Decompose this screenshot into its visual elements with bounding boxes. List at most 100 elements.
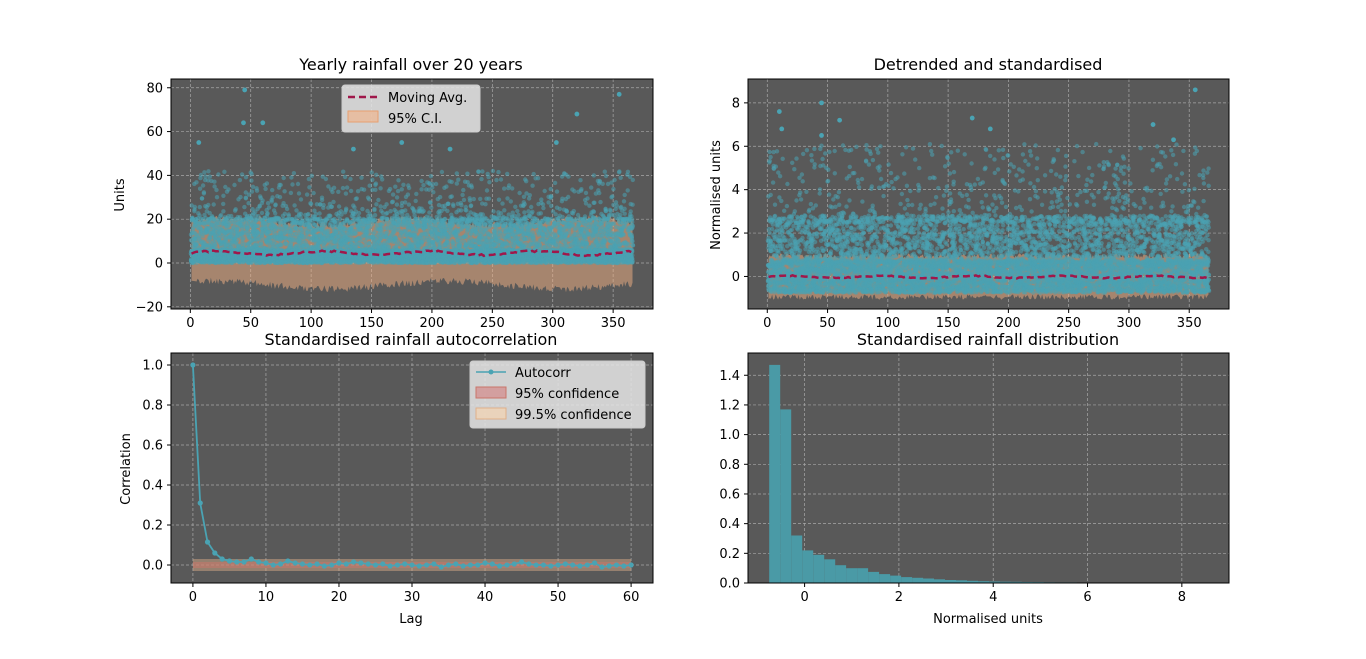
data-point [208, 236, 212, 240]
data-point [310, 174, 314, 178]
data-point [438, 243, 442, 247]
data-point [374, 181, 378, 185]
data-point [255, 189, 259, 193]
data-point [378, 186, 382, 190]
data-point [367, 241, 371, 245]
data-point [348, 177, 352, 181]
data-point [421, 183, 425, 187]
data-point [486, 175, 490, 179]
data-point [469, 203, 473, 207]
data-point [249, 178, 253, 182]
data-point [260, 198, 264, 202]
data-point [464, 208, 468, 212]
data-point [235, 239, 239, 243]
data-point [388, 209, 392, 213]
data-point [406, 192, 410, 196]
data-point [289, 242, 293, 246]
panel-raw-ylabel: Units [113, 178, 128, 211]
panel-standardised-ylabel: Normalised units [709, 140, 724, 250]
data-point [443, 217, 447, 221]
data-point [427, 210, 431, 214]
data-point [202, 190, 206, 194]
data-point [292, 171, 296, 175]
data-point [395, 202, 399, 206]
data-point [282, 176, 286, 180]
data-point [289, 191, 293, 195]
data-point [193, 205, 197, 209]
data-point [459, 208, 463, 212]
data-point [309, 202, 313, 206]
data-point [429, 174, 433, 178]
data-point [374, 202, 378, 206]
data-point [263, 187, 267, 191]
data-point [465, 172, 469, 176]
data-point [464, 235, 468, 239]
data-point [250, 189, 254, 193]
data-point [330, 190, 334, 194]
data-point [212, 217, 216, 221]
data-point [279, 183, 283, 187]
data-point [407, 202, 411, 206]
data-point [444, 184, 448, 188]
data-point [198, 205, 202, 209]
data-point [385, 217, 389, 221]
data-point [388, 187, 392, 191]
data-point [200, 196, 204, 200]
panel-distribution-title: Standardised rainfall distribution [857, 330, 1119, 349]
data-point [403, 200, 407, 204]
data-point [218, 214, 222, 218]
data-point [407, 186, 411, 190]
data-point [384, 202, 388, 206]
data-point [202, 170, 206, 174]
data-point [330, 205, 334, 209]
data-point [270, 188, 274, 192]
data-point [357, 211, 361, 215]
data-point [422, 209, 426, 213]
data-point [194, 180, 198, 184]
data-point [408, 219, 412, 223]
data-point [360, 207, 364, 211]
data-point [355, 196, 359, 200]
data-point [299, 212, 303, 216]
data-point [222, 170, 226, 174]
data-point [431, 190, 435, 194]
data-point [307, 177, 311, 181]
data-point [445, 209, 449, 213]
data-point [297, 191, 301, 195]
data-point [324, 177, 328, 181]
data-point [396, 178, 400, 182]
data-point [462, 198, 466, 202]
data-point [469, 183, 473, 187]
data-point [374, 173, 378, 177]
data-point [459, 201, 463, 205]
data-point [285, 207, 289, 211]
data-point [359, 176, 363, 180]
data-point [385, 230, 389, 234]
data-point [429, 205, 433, 209]
data-point [391, 200, 395, 204]
data-point [456, 178, 460, 182]
data-point [273, 202, 277, 206]
data-point [203, 174, 207, 178]
data-point [393, 185, 397, 189]
data-point [341, 186, 345, 190]
data-point [234, 207, 238, 211]
data-point [321, 206, 325, 210]
data-point [238, 195, 242, 199]
data-point [472, 197, 476, 201]
data-point [192, 209, 196, 213]
data-point [206, 169, 210, 173]
data-point [299, 227, 303, 231]
data-point [450, 194, 454, 198]
data-point [265, 181, 269, 185]
data-point [246, 201, 250, 205]
data-point [480, 169, 484, 173]
data-point [380, 177, 384, 181]
data-point [226, 224, 230, 228]
data-point [267, 205, 271, 209]
data-point [446, 241, 450, 245]
data-point [349, 189, 353, 193]
data-point [485, 188, 489, 192]
data-point [403, 208, 407, 212]
data-point [214, 188, 218, 192]
